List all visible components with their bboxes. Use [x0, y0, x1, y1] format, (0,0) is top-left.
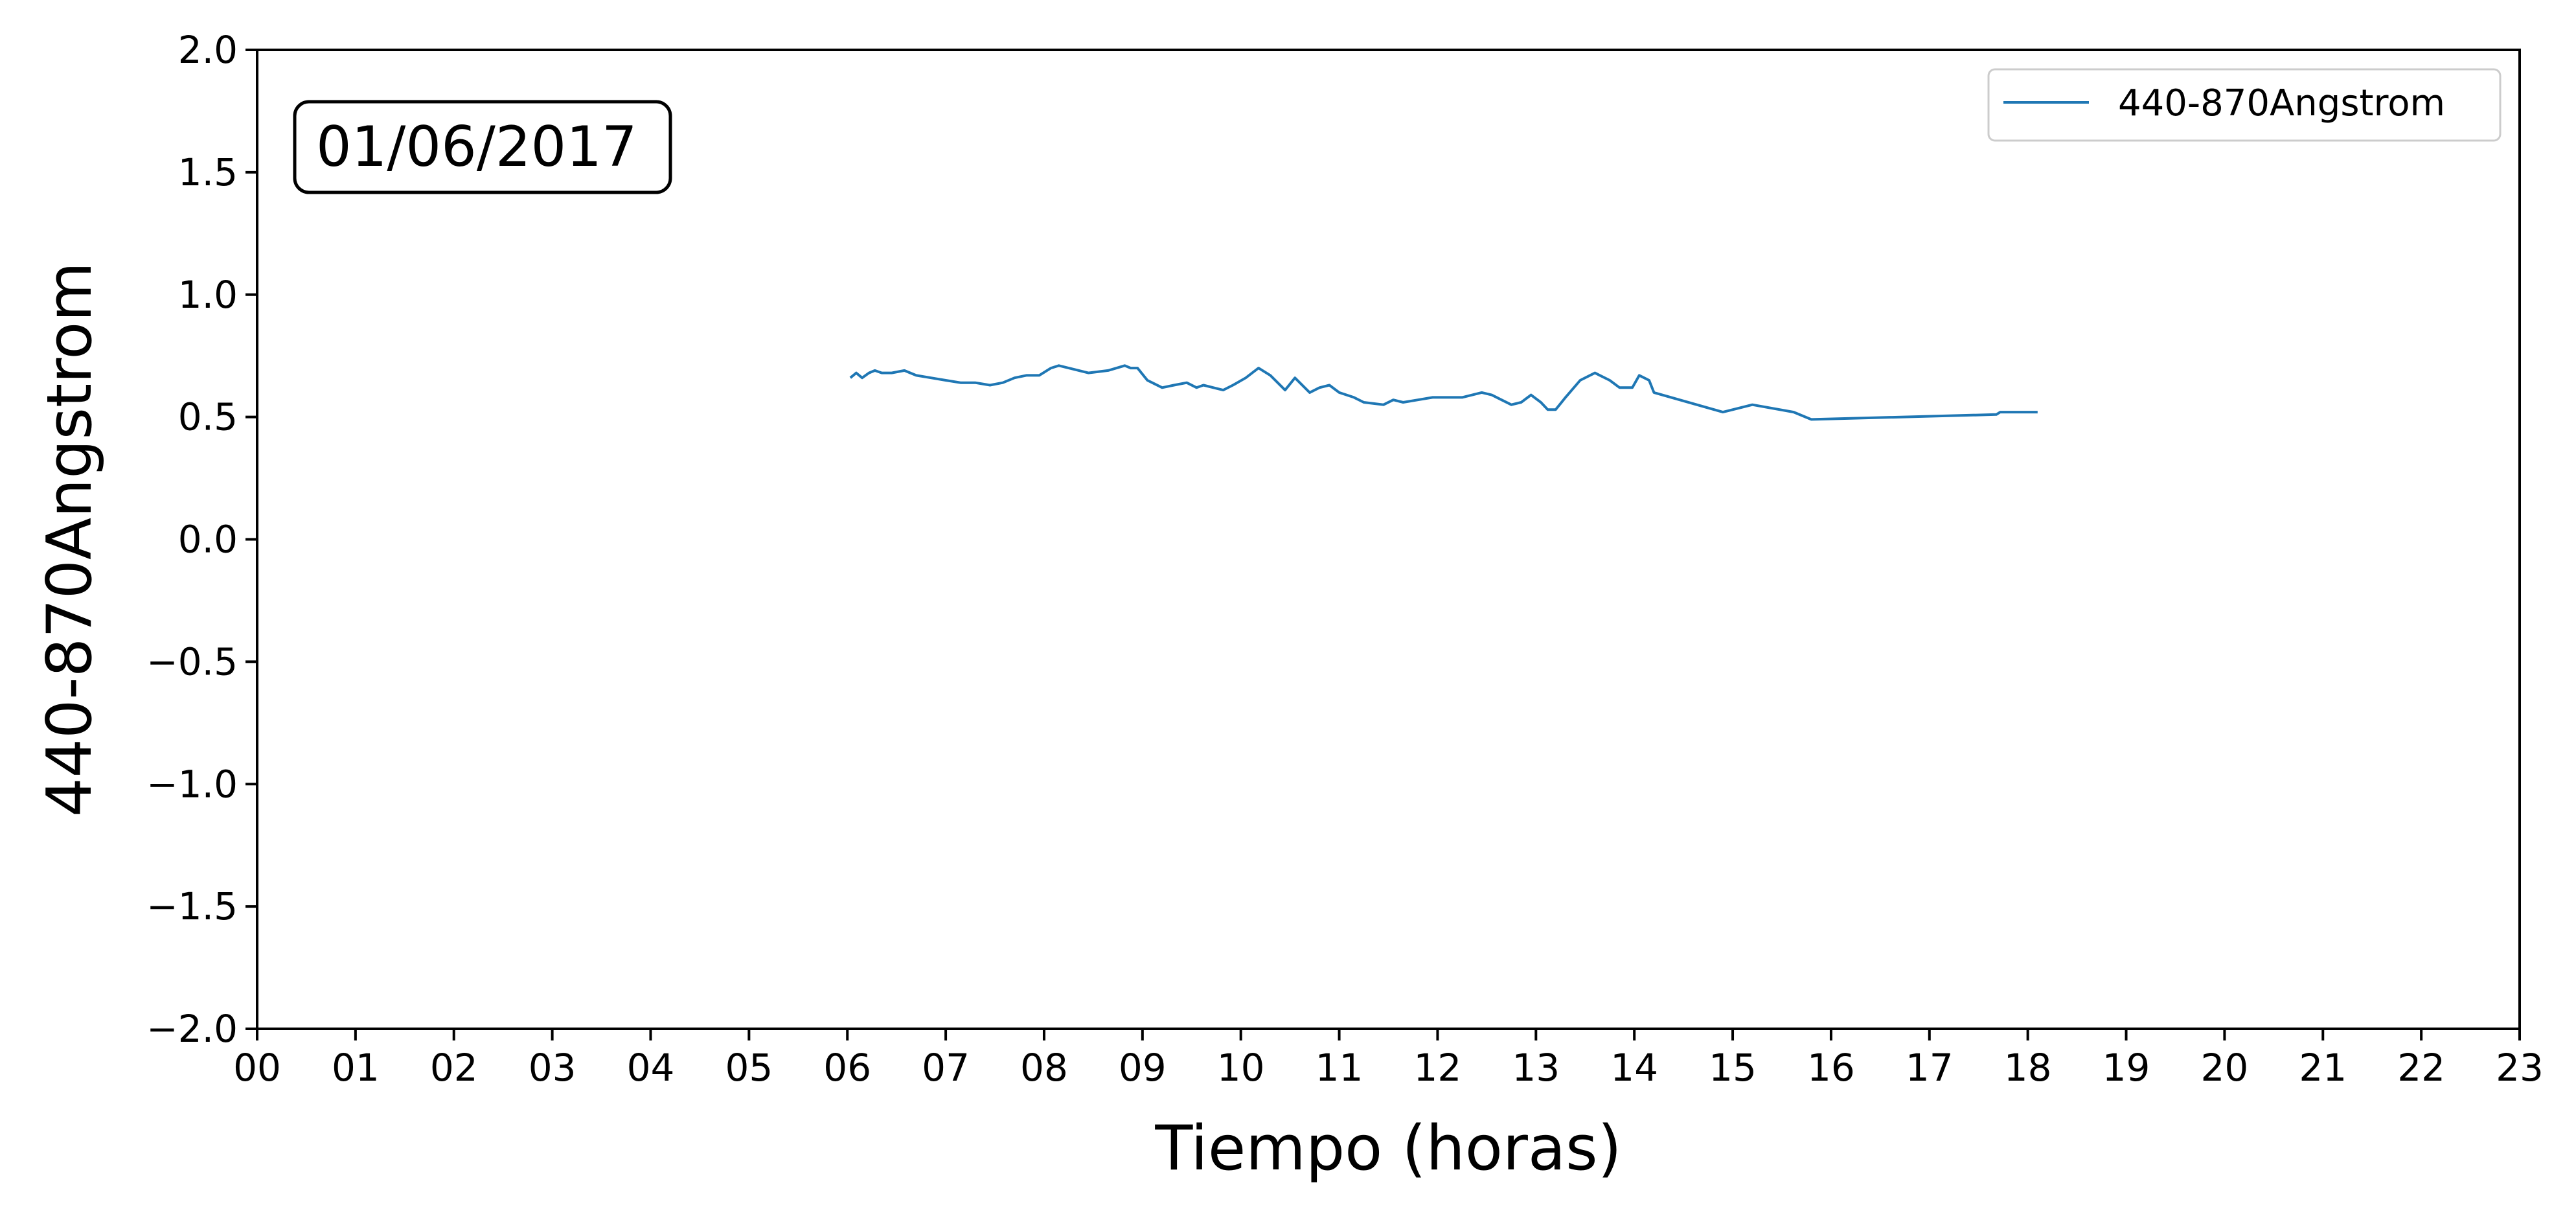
y-tick-label: 0.0	[178, 518, 238, 562]
x-tick-label: 04	[627, 1046, 675, 1090]
x-tick-label: 14	[1610, 1046, 1658, 1090]
x-tick-label: 09	[1119, 1046, 1167, 1090]
x-tick-label: 16	[1807, 1046, 1855, 1090]
x-tick-label: 05	[725, 1046, 773, 1090]
x-tick-label: 23	[2496, 1046, 2544, 1090]
x-tick-label: 07	[922, 1046, 970, 1090]
y-tick-label: −1.5	[146, 884, 238, 928]
legend: 440-870Angstrom	[1987, 68, 2502, 142]
x-tick-label: 21	[2299, 1046, 2347, 1090]
x-tick-label: 20	[2200, 1046, 2248, 1090]
x-tick-label: 10	[1217, 1046, 1265, 1090]
y-axis: −2.0 −1.5 −1.0 −0.5 0.0 0.5 1.0 1.5 2.0	[146, 28, 257, 1051]
plot-frame	[256, 49, 2521, 1030]
x-tick-label: 13	[1512, 1046, 1560, 1090]
x-axis: 00 01 02 03 04 05 06 07 08 09 10 11 12 13 14 15 16 17 18 19…	[233, 1029, 2544, 1090]
y-axis-title: 440-870Angstrom	[34, 262, 106, 817]
x-tick-label: 18	[2004, 1046, 2052, 1090]
y-tick-label: 2.0	[178, 28, 238, 72]
x-tick-label: 03	[529, 1046, 576, 1090]
x-tick-label: 08	[1020, 1046, 1068, 1090]
y-tick-label: 1.5	[178, 150, 238, 194]
y-tick-label: −0.5	[146, 639, 238, 684]
x-axis-title: Tiempo (horas)	[1154, 1113, 1621, 1184]
date-annotation-text: 01/06/2017	[316, 115, 637, 179]
x-tick-label: 15	[1709, 1046, 1757, 1090]
x-tick-label: 02	[430, 1046, 478, 1090]
legend-label: 440-870Angstrom	[2118, 82, 2445, 124]
legend-box	[1987, 68, 2502, 142]
series-lines	[849, 364, 2038, 421]
x-tick-label: 06	[823, 1046, 871, 1090]
x-tick-label: 17	[1906, 1046, 1954, 1090]
y-tick-label: 1.0	[178, 273, 238, 317]
x-tick-label: 11	[1316, 1046, 1363, 1090]
x-tick-label: 19	[2103, 1046, 2150, 1090]
x-tick-label: 22	[2397, 1046, 2445, 1090]
series-line-0	[849, 364, 2038, 421]
date-annotation-box	[293, 100, 672, 194]
y-tick-label: 0.5	[178, 395, 238, 439]
y-tick-label: −1.0	[146, 762, 238, 806]
x-tick-label: 00	[233, 1046, 281, 1090]
x-tick-label: 12	[1414, 1046, 1462, 1090]
date-annotation: 01/06/2017	[293, 100, 672, 194]
x-tick-label: 01	[332, 1046, 380, 1090]
y-tick-label: −2.0	[146, 1007, 238, 1051]
